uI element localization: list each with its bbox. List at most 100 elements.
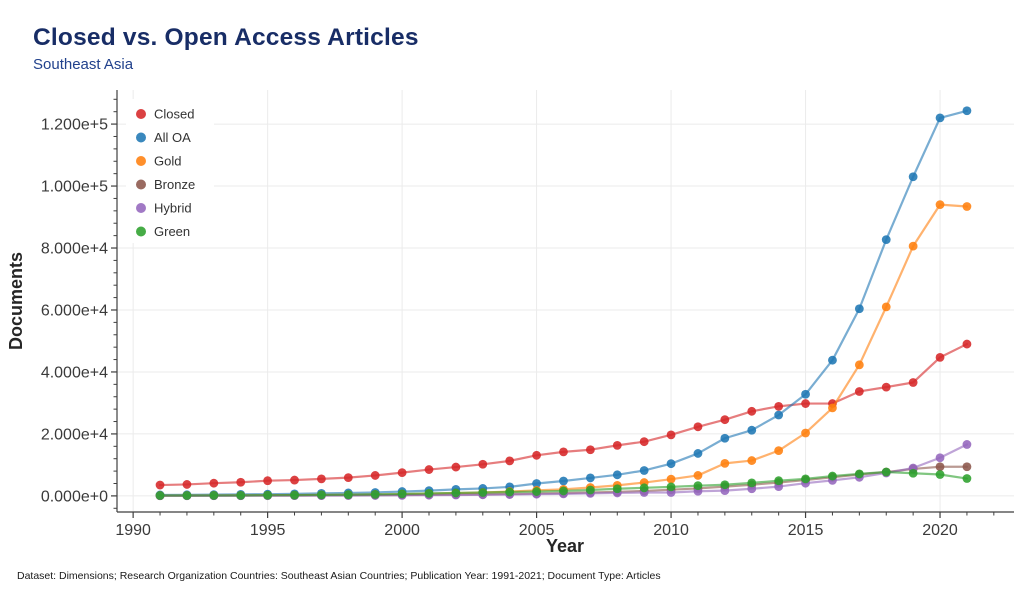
data-point-hybrid[interactable] <box>935 453 945 463</box>
data-point-gold[interactable] <box>854 360 864 370</box>
data-point-green[interactable] <box>639 483 649 493</box>
data-point-closed[interactable] <box>424 465 434 474</box>
data-point-green[interactable] <box>182 491 192 500</box>
data-point-green[interactable] <box>343 490 353 500</box>
data-point-green[interactable] <box>747 478 757 488</box>
data-point-closed[interactable] <box>962 339 972 349</box>
data-point-green[interactable] <box>397 489 407 499</box>
data-point-gold[interactable] <box>801 428 810 438</box>
data-point-closed[interactable] <box>317 474 326 484</box>
data-point-closed[interactable] <box>666 430 676 440</box>
data-point-gold[interactable] <box>693 471 703 480</box>
data-point-gold[interactable] <box>720 458 730 468</box>
data-point-closed[interactable] <box>397 468 407 478</box>
data-point-green[interactable] <box>209 491 219 500</box>
legend-item-all-oa[interactable]: All OA <box>136 130 191 145</box>
data-point-green[interactable] <box>290 490 299 500</box>
data-point-green[interactable] <box>317 490 326 500</box>
data-point-closed[interactable] <box>209 478 219 488</box>
data-point-green[interactable] <box>962 474 972 483</box>
data-point-closed[interactable] <box>585 445 595 455</box>
data-point-green[interactable] <box>612 484 622 494</box>
data-point-all-oa[interactable] <box>720 433 730 443</box>
data-point-green[interactable] <box>801 474 810 484</box>
data-point-closed[interactable] <box>774 401 784 411</box>
data-point-green[interactable] <box>854 469 864 479</box>
data-point-closed[interactable] <box>532 450 541 460</box>
data-point-all-oa[interactable] <box>532 479 541 488</box>
data-point-all-oa[interactable] <box>828 355 837 365</box>
data-point-green[interactable] <box>720 480 730 490</box>
data-point-all-oa[interactable] <box>585 473 595 483</box>
data-point-all-oa[interactable] <box>801 389 810 399</box>
data-point-gold[interactable] <box>908 241 918 251</box>
data-point-all-oa[interactable] <box>612 470 622 480</box>
data-point-all-oa[interactable] <box>747 425 757 435</box>
data-point-green[interactable] <box>693 481 703 491</box>
data-point-green[interactable] <box>559 486 568 496</box>
data-point-green[interactable] <box>532 487 541 496</box>
data-point-closed[interactable] <box>155 480 165 490</box>
data-point-gold[interactable] <box>935 200 945 210</box>
data-point-all-oa[interactable] <box>639 466 649 475</box>
data-point-green[interactable] <box>236 490 246 500</box>
data-point-gold[interactable] <box>962 202 972 211</box>
data-point-all-oa[interactable] <box>693 449 703 458</box>
data-point-closed[interactable] <box>908 378 918 387</box>
data-point-green[interactable] <box>908 468 918 478</box>
data-point-closed[interactable] <box>505 456 515 466</box>
data-point-gold[interactable] <box>666 474 676 484</box>
legend-item-bronze[interactable]: Bronze <box>136 177 195 192</box>
data-point-closed[interactable] <box>747 406 757 416</box>
data-point-green[interactable] <box>451 488 461 498</box>
data-point-closed[interactable] <box>693 422 703 432</box>
data-point-closed[interactable] <box>451 462 461 472</box>
data-point-green[interactable] <box>505 487 515 497</box>
data-point-green[interactable] <box>828 471 837 481</box>
data-point-closed[interactable] <box>720 415 730 425</box>
data-point-all-oa[interactable] <box>666 459 676 469</box>
data-point-closed[interactable] <box>182 480 192 489</box>
legend-item-closed[interactable]: Closed <box>136 107 194 122</box>
data-point-closed[interactable] <box>370 471 380 480</box>
data-point-all-oa[interactable] <box>908 172 918 182</box>
data-point-all-oa[interactable] <box>854 304 864 314</box>
data-point-closed[interactable] <box>343 473 353 483</box>
data-point-hybrid[interactable] <box>962 440 972 449</box>
legend-item-hybrid[interactable]: Hybrid <box>136 201 192 216</box>
data-point-green[interactable] <box>935 470 945 479</box>
data-point-closed[interactable] <box>935 352 945 362</box>
data-point-closed[interactable] <box>290 475 299 485</box>
data-point-closed[interactable] <box>639 437 649 447</box>
data-point-closed[interactable] <box>263 476 273 486</box>
data-point-bronze[interactable] <box>962 462 972 472</box>
data-point-closed[interactable] <box>236 477 246 487</box>
data-point-green[interactable] <box>881 467 891 477</box>
data-point-green[interactable] <box>774 476 784 486</box>
legend-item-green[interactable]: Green <box>136 224 190 239</box>
legend-item-gold[interactable]: Gold <box>136 154 181 169</box>
data-point-gold[interactable] <box>881 302 891 312</box>
data-point-closed[interactable] <box>881 382 891 392</box>
data-point-closed[interactable] <box>559 447 568 457</box>
data-point-all-oa[interactable] <box>935 113 945 123</box>
data-point-green[interactable] <box>155 491 165 500</box>
data-point-gold[interactable] <box>828 403 837 413</box>
data-point-closed[interactable] <box>854 387 864 396</box>
data-point-green[interactable] <box>424 489 434 498</box>
data-point-gold[interactable] <box>774 446 784 456</box>
data-point-green[interactable] <box>666 482 676 492</box>
data-point-closed[interactable] <box>612 440 622 450</box>
data-point-green[interactable] <box>263 490 273 500</box>
data-point-all-oa[interactable] <box>774 410 784 420</box>
data-point-closed[interactable] <box>478 459 488 469</box>
data-point-green[interactable] <box>370 490 380 499</box>
data-point-all-oa[interactable] <box>881 235 891 245</box>
data-point-bronze[interactable] <box>935 462 945 472</box>
data-point-all-oa[interactable] <box>559 476 568 486</box>
data-point-green[interactable] <box>478 488 488 497</box>
data-point-green[interactable] <box>585 485 595 495</box>
data-point-gold[interactable] <box>747 456 757 465</box>
data-point-all-oa[interactable] <box>962 106 972 116</box>
data-point-closed[interactable] <box>801 399 810 408</box>
